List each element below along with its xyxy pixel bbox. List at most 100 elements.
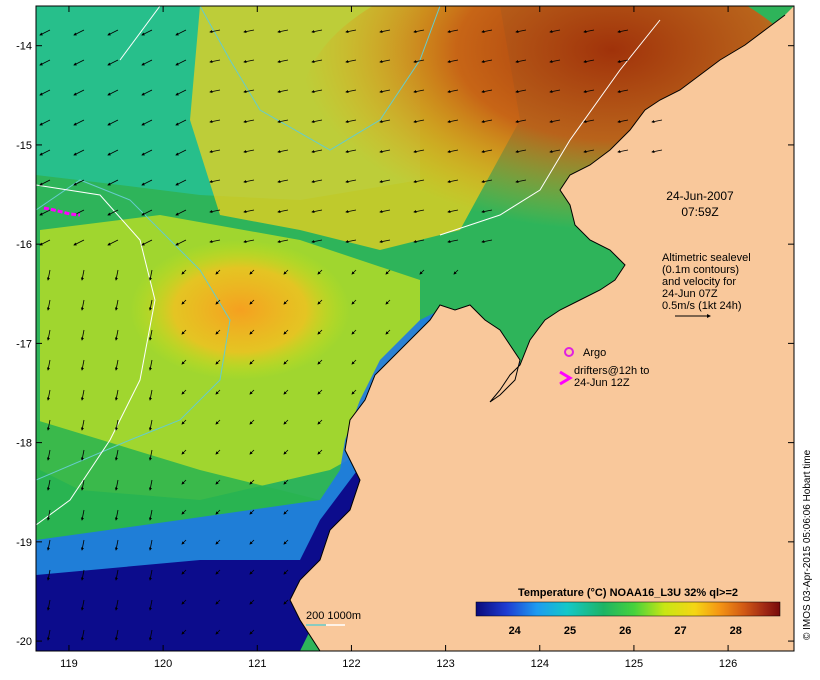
velocity-arrow <box>148 629 153 641</box>
velocity-arrow <box>379 239 391 244</box>
velocity-arrow <box>379 89 391 94</box>
velocity-arrow <box>148 269 153 281</box>
velocity-arrow <box>209 149 221 154</box>
velocity-arrow <box>141 179 153 186</box>
velocity-arrow <box>277 209 289 214</box>
contour-1000m-north <box>439 19 661 236</box>
velocity-arrow <box>351 269 357 275</box>
velocity-arrow <box>215 479 221 485</box>
velocity-arrow <box>73 29 85 36</box>
altimetry-line-2: (0.1m contours) <box>662 264 739 276</box>
depth-legend-label: 200 1000m <box>306 610 361 622</box>
velocity-arrow <box>583 29 595 34</box>
velocity-arrow <box>311 179 323 184</box>
contour-1000m-nw <box>119 6 161 61</box>
velocity-arrow <box>277 179 289 184</box>
velocity-arrow <box>80 509 85 521</box>
velocity-arrow <box>447 89 459 94</box>
velocity-arrow <box>249 509 255 515</box>
velocity-arrow <box>39 149 51 156</box>
velocity-arrow <box>80 569 85 581</box>
velocity-arrow <box>317 419 323 425</box>
velocity-arrow <box>181 359 187 365</box>
velocity-arrow <box>413 89 425 94</box>
lat-tick-label: -19 <box>16 537 32 549</box>
altimetry-legend: Altimetric sealevel (0.1m contours) and … <box>662 252 751 318</box>
colorbar: Temperature (°C) NOAA16_L3U 32% ql>=2 24… <box>475 587 781 637</box>
velocity-arrow <box>215 359 221 365</box>
colorbar-ticks: 24 25 26 27 28 <box>509 625 742 637</box>
velocity-arrow <box>549 89 561 94</box>
velocity-arrow <box>447 239 459 244</box>
velocity-arrow <box>311 59 323 64</box>
contour-200m-north <box>199 6 441 151</box>
lon-tick-label: 124 <box>531 658 549 670</box>
velocity-arrow <box>46 299 51 311</box>
velocity-arrow <box>46 389 51 401</box>
credit-text: © IMOS 03-Apr-2015 05:06:06 Hobart time <box>802 449 813 640</box>
velocity-arrow <box>107 29 119 36</box>
velocity-arrow <box>209 209 221 214</box>
velocity-arrow <box>249 539 255 545</box>
velocity-arrow <box>215 629 221 635</box>
velocity-arrow <box>379 179 391 184</box>
velocity-arrow <box>181 629 187 635</box>
colorbar-gradient <box>475 601 781 617</box>
velocity-arrow <box>311 239 323 244</box>
colorbar-tick-label: 26 <box>619 625 631 637</box>
velocity-arrow <box>385 269 391 275</box>
velocity-arrow <box>447 59 459 64</box>
velocity-arrow <box>283 479 289 485</box>
velocity-arrow <box>46 509 51 521</box>
velocity-arrow <box>181 569 187 575</box>
lat-tick-label: -20 <box>16 636 32 648</box>
lat-tick-label: -18 <box>16 438 32 450</box>
velocity-arrow <box>46 329 51 341</box>
velocity-arrow <box>481 239 493 244</box>
velocity-arrow <box>114 359 119 371</box>
velocity-arrow <box>249 449 255 455</box>
altimetry-line-3: and velocity for <box>662 276 736 288</box>
velocity-arrow <box>583 89 595 94</box>
velocity-arrow <box>181 269 187 275</box>
velocity-arrow <box>617 119 629 124</box>
velocity-arrow <box>114 389 119 401</box>
velocity-arrow <box>413 119 425 124</box>
velocity-arrow <box>80 419 85 431</box>
land-mass <box>290 6 794 651</box>
lon-tick-label: 123 <box>436 658 454 670</box>
velocity-arrow <box>107 149 119 156</box>
velocity-arrow <box>283 509 289 515</box>
velocity-arrow <box>243 59 255 64</box>
velocity-arrow <box>583 119 595 124</box>
velocity-arrow <box>141 149 153 156</box>
velocity-arrow <box>209 239 221 244</box>
velocity-arrow <box>148 509 153 521</box>
velocity-arrow <box>283 329 289 335</box>
velocity-arrow <box>181 329 187 335</box>
velocity-arrow <box>345 89 357 94</box>
velocity-arrow <box>46 629 51 641</box>
velocity-arrow <box>481 209 493 214</box>
velocity-arrow <box>39 29 51 36</box>
velocity-arrow <box>39 59 51 66</box>
velocity-arrow <box>447 179 459 184</box>
velocity-arrow <box>345 149 357 154</box>
velocity-arrow <box>243 149 255 154</box>
drifters-line-2: 24-Jun 12Z <box>574 377 630 389</box>
latitude-axis: -14 -15 -16 -17 -18 -19 -20 <box>16 41 794 648</box>
velocity-arrow <box>345 179 357 184</box>
velocity-arrow <box>46 419 51 431</box>
velocity-arrow <box>277 59 289 64</box>
velocity-arrow <box>148 359 153 371</box>
velocity-arrow <box>215 389 221 395</box>
velocity-arrow <box>175 59 187 66</box>
colorbar-tick-label: 28 <box>730 625 742 637</box>
velocity-arrow <box>283 569 289 575</box>
velocity-arrow <box>277 89 289 94</box>
velocity-arrow <box>413 239 425 244</box>
velocity-arrow <box>148 449 153 461</box>
velocity-arrow <box>39 179 51 186</box>
altimetry-line-1: Altimetric sealevel <box>662 252 751 264</box>
contour-200m <box>36 179 231 481</box>
